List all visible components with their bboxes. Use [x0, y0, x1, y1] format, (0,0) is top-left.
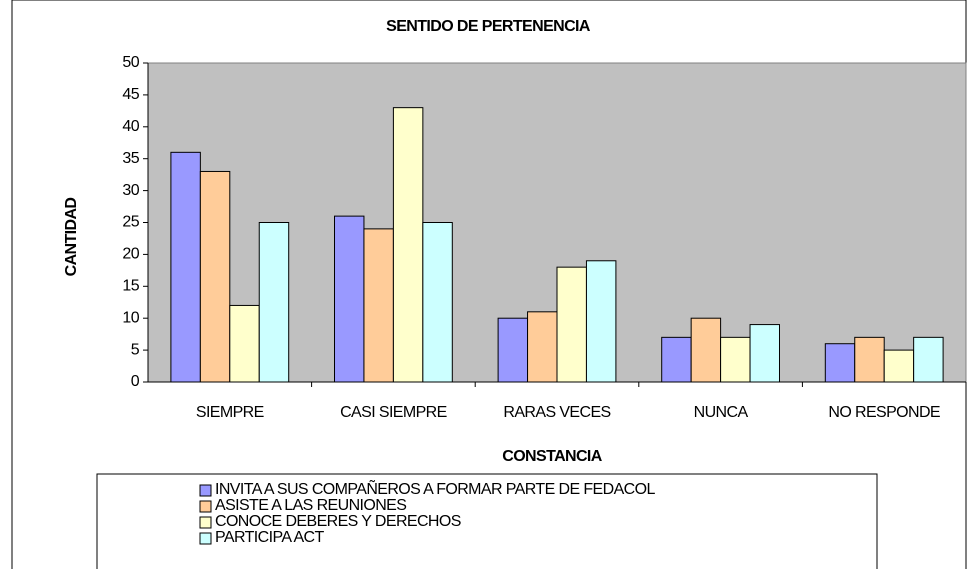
bar — [497, 317, 529, 383]
legend-label: PARTICIPA ACT — [215, 529, 325, 546]
x-tick-label: RARAS VECES — [503, 404, 610, 421]
legend-label: CONOCE DEBERES Y DERECHOS — [215, 513, 461, 530]
y-tick-label: 10 — [122, 309, 139, 326]
legend-label: ASISTE A LAS REUNIONES — [215, 497, 406, 514]
bar — [749, 324, 780, 383]
y-tick-label: 50 — [122, 54, 139, 71]
x-tick-label: NO RESPONDE — [828, 404, 940, 421]
y-tick-label: 25 — [122, 214, 139, 231]
legend-box — [96, 473, 878, 569]
bar — [258, 222, 290, 383]
bar — [913, 336, 944, 383]
bar — [690, 317, 722, 383]
legend-swatch — [199, 532, 212, 545]
bar — [199, 170, 231, 383]
x-tick-label: SIEMPRE — [196, 404, 264, 421]
bar — [854, 336, 885, 383]
y-tick-label: 40 — [122, 118, 139, 135]
bar — [661, 336, 692, 383]
bar — [883, 349, 915, 383]
bar — [556, 266, 587, 383]
y-tick-label: 5 — [131, 341, 140, 358]
y-tick-label: 35 — [122, 150, 139, 167]
bar — [334, 215, 365, 383]
bar — [392, 107, 424, 383]
chart-title: SENTIDO DE PERTENENCIA — [386, 18, 591, 35]
bar — [363, 228, 394, 383]
x-tick-label: NUNCA — [694, 404, 749, 421]
y-tick-label: 45 — [122, 86, 139, 103]
bar — [720, 336, 751, 383]
bar — [422, 222, 453, 383]
legend-swatch — [199, 484, 212, 497]
legend-swatch — [199, 500, 212, 513]
x-axis-label: CONSTANCIA — [502, 448, 603, 465]
legend-label: INVITA A SUS COMPAÑEROS A FORMAR PARTE D… — [215, 478, 655, 498]
y-tick-label: 30 — [122, 182, 139, 199]
bar — [527, 311, 558, 383]
y-tick-label: 20 — [122, 246, 139, 263]
x-tick-label: CASI SIEMPRE — [340, 404, 447, 421]
legend-swatch — [199, 516, 212, 529]
y-tick-label: 15 — [122, 278, 139, 295]
bar — [824, 343, 856, 383]
y-tick-label: 0 — [131, 373, 140, 390]
bar — [170, 151, 201, 383]
bar — [229, 304, 260, 383]
y-axis-label: CANTIDAD — [63, 198, 80, 277]
bar — [585, 260, 617, 383]
